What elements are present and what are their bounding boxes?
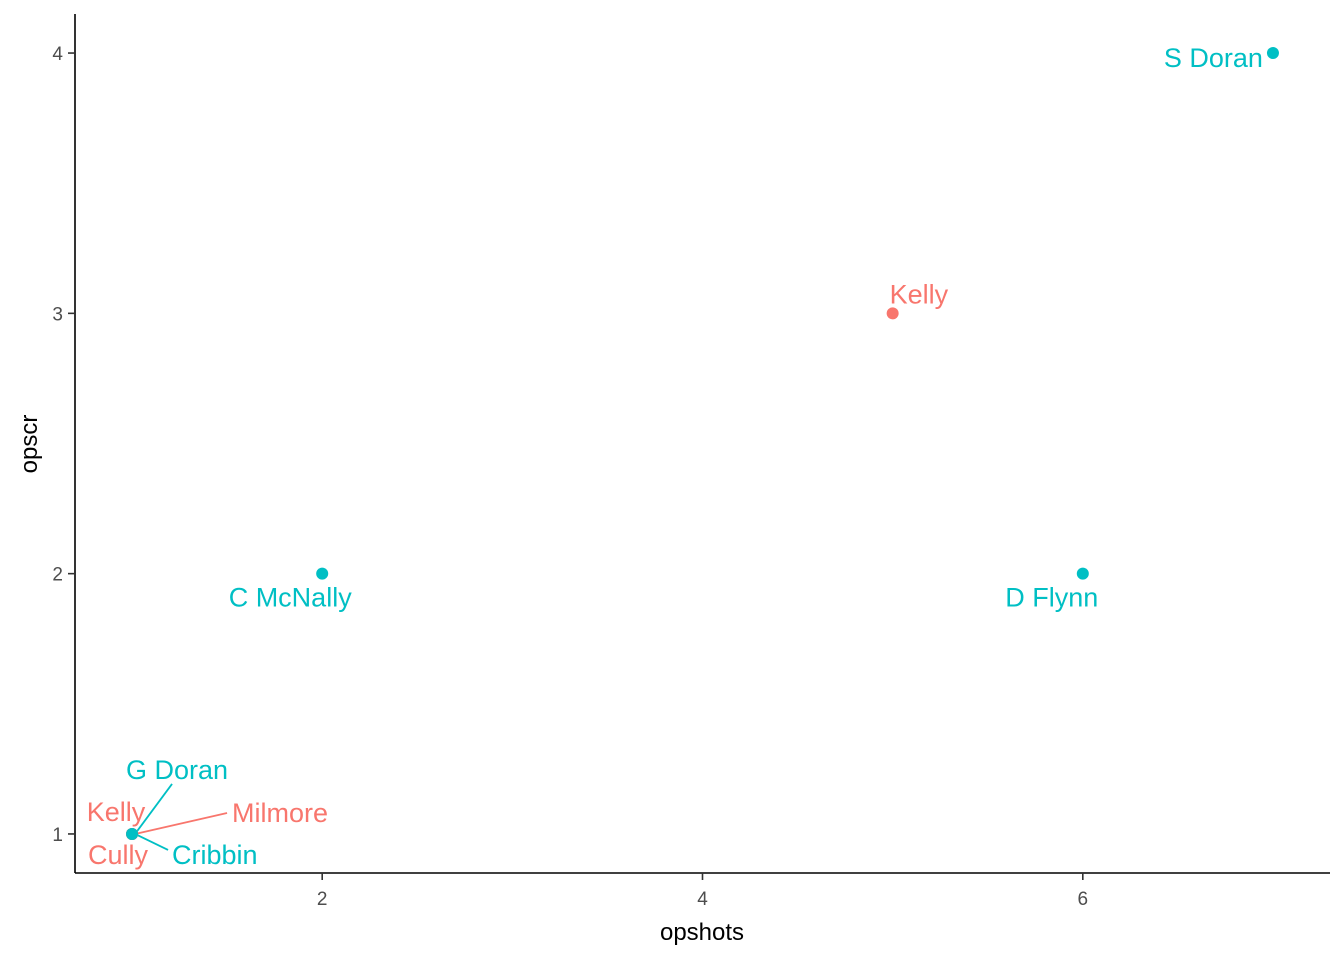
x-ticks: 2 4 6	[317, 873, 1088, 910]
label-leader	[134, 812, 228, 835]
point-label: S Doran	[1164, 43, 1263, 73]
point-labels: S Doran Kelly C McNally D Flynn G Doran Kelly…	[87, 43, 1263, 870]
x-tick-label: 4	[697, 889, 708, 910]
y-tick-label: 4	[52, 44, 63, 65]
data-point	[1266, 47, 1279, 60]
y-tick-label: 1	[52, 825, 63, 846]
axes	[74, 14, 1330, 874]
label-leader-lines	[134, 783, 228, 851]
label-leader	[134, 783, 173, 835]
x-axis-title: opshots	[660, 919, 744, 946]
label-leader	[134, 833, 169, 851]
data-point	[1076, 567, 1089, 580]
point-label: Kelly	[890, 279, 949, 309]
point-label: Cribbin	[172, 840, 258, 870]
y-tick-label: 3	[52, 304, 63, 325]
x-tick-label: 6	[1078, 889, 1089, 910]
x-tick-label: 2	[317, 889, 328, 910]
data-point	[126, 827, 139, 840]
point-label: Milmore	[232, 798, 328, 828]
point-label: Cully	[88, 840, 149, 870]
point-label: D Flynn	[1005, 583, 1098, 613]
y-tick-label: 2	[52, 565, 63, 586]
y-axis-title: opscr	[16, 415, 43, 474]
point-label: C McNally	[229, 583, 353, 613]
data-point	[886, 307, 899, 320]
point-label: G Doran	[126, 755, 228, 785]
data-point	[316, 567, 329, 580]
data-points	[126, 47, 1279, 840]
y-ticks: 1 2 3 4	[52, 44, 75, 846]
point-label: Kelly	[87, 797, 146, 827]
